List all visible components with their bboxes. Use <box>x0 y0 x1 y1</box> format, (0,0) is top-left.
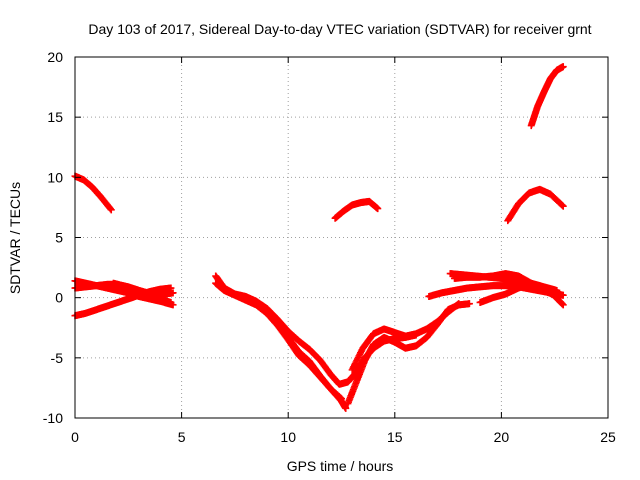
x-tick-label: 15 <box>387 429 403 445</box>
data-points <box>71 63 567 412</box>
y-tick-label: 0 <box>55 290 63 306</box>
y-tick-label: -5 <box>51 350 64 366</box>
data-point <box>167 298 175 306</box>
tick-labels: 0 5 10 15 20 25 -10 -5 0 5 10 15 20 <box>43 49 616 445</box>
x-tick-label: 5 <box>178 429 186 445</box>
grid-lines <box>75 57 608 418</box>
data-point <box>169 289 177 297</box>
series-arc-9 <box>331 197 382 222</box>
data-point <box>559 63 567 71</box>
chart-title: Day 103 of 2017, Sidereal Day-to-day VTE… <box>88 21 591 37</box>
x-axis-label: GPS time / hours <box>287 458 394 474</box>
y-tick-label: 15 <box>47 109 63 125</box>
data-point <box>559 202 567 210</box>
data-point <box>553 292 561 300</box>
data-point <box>342 404 350 412</box>
series-arc-1 <box>71 172 115 214</box>
data-point <box>374 205 382 213</box>
data-point <box>558 201 566 209</box>
data-point <box>559 291 567 299</box>
x-tick-label: 0 <box>71 429 79 445</box>
series-arc-7 <box>212 279 345 403</box>
series-arc-5 <box>109 279 177 298</box>
x-tick-label: 25 <box>600 429 616 445</box>
data-point <box>107 206 115 214</box>
series-arc-16 <box>504 185 567 225</box>
series-arc-12 <box>425 282 567 300</box>
y-tick-label: 20 <box>47 49 63 65</box>
data-point <box>455 300 463 308</box>
data-point <box>559 301 567 309</box>
x-tick-label: 20 <box>494 429 510 445</box>
plot-frame <box>74 56 609 419</box>
data-point <box>465 300 473 308</box>
x-tick-label: 10 <box>280 429 296 445</box>
series-arc-11 <box>348 300 463 374</box>
data-point <box>338 395 345 403</box>
y-axis-label: SDTVAR / TECUs <box>7 182 23 294</box>
series-arc-17 <box>527 63 567 130</box>
series-arc-15 <box>476 279 561 306</box>
y-tick-label: 10 <box>47 169 63 185</box>
y-tick-label: 5 <box>55 230 63 246</box>
data-point <box>553 286 561 294</box>
y-tick-label: -10 <box>43 410 63 426</box>
